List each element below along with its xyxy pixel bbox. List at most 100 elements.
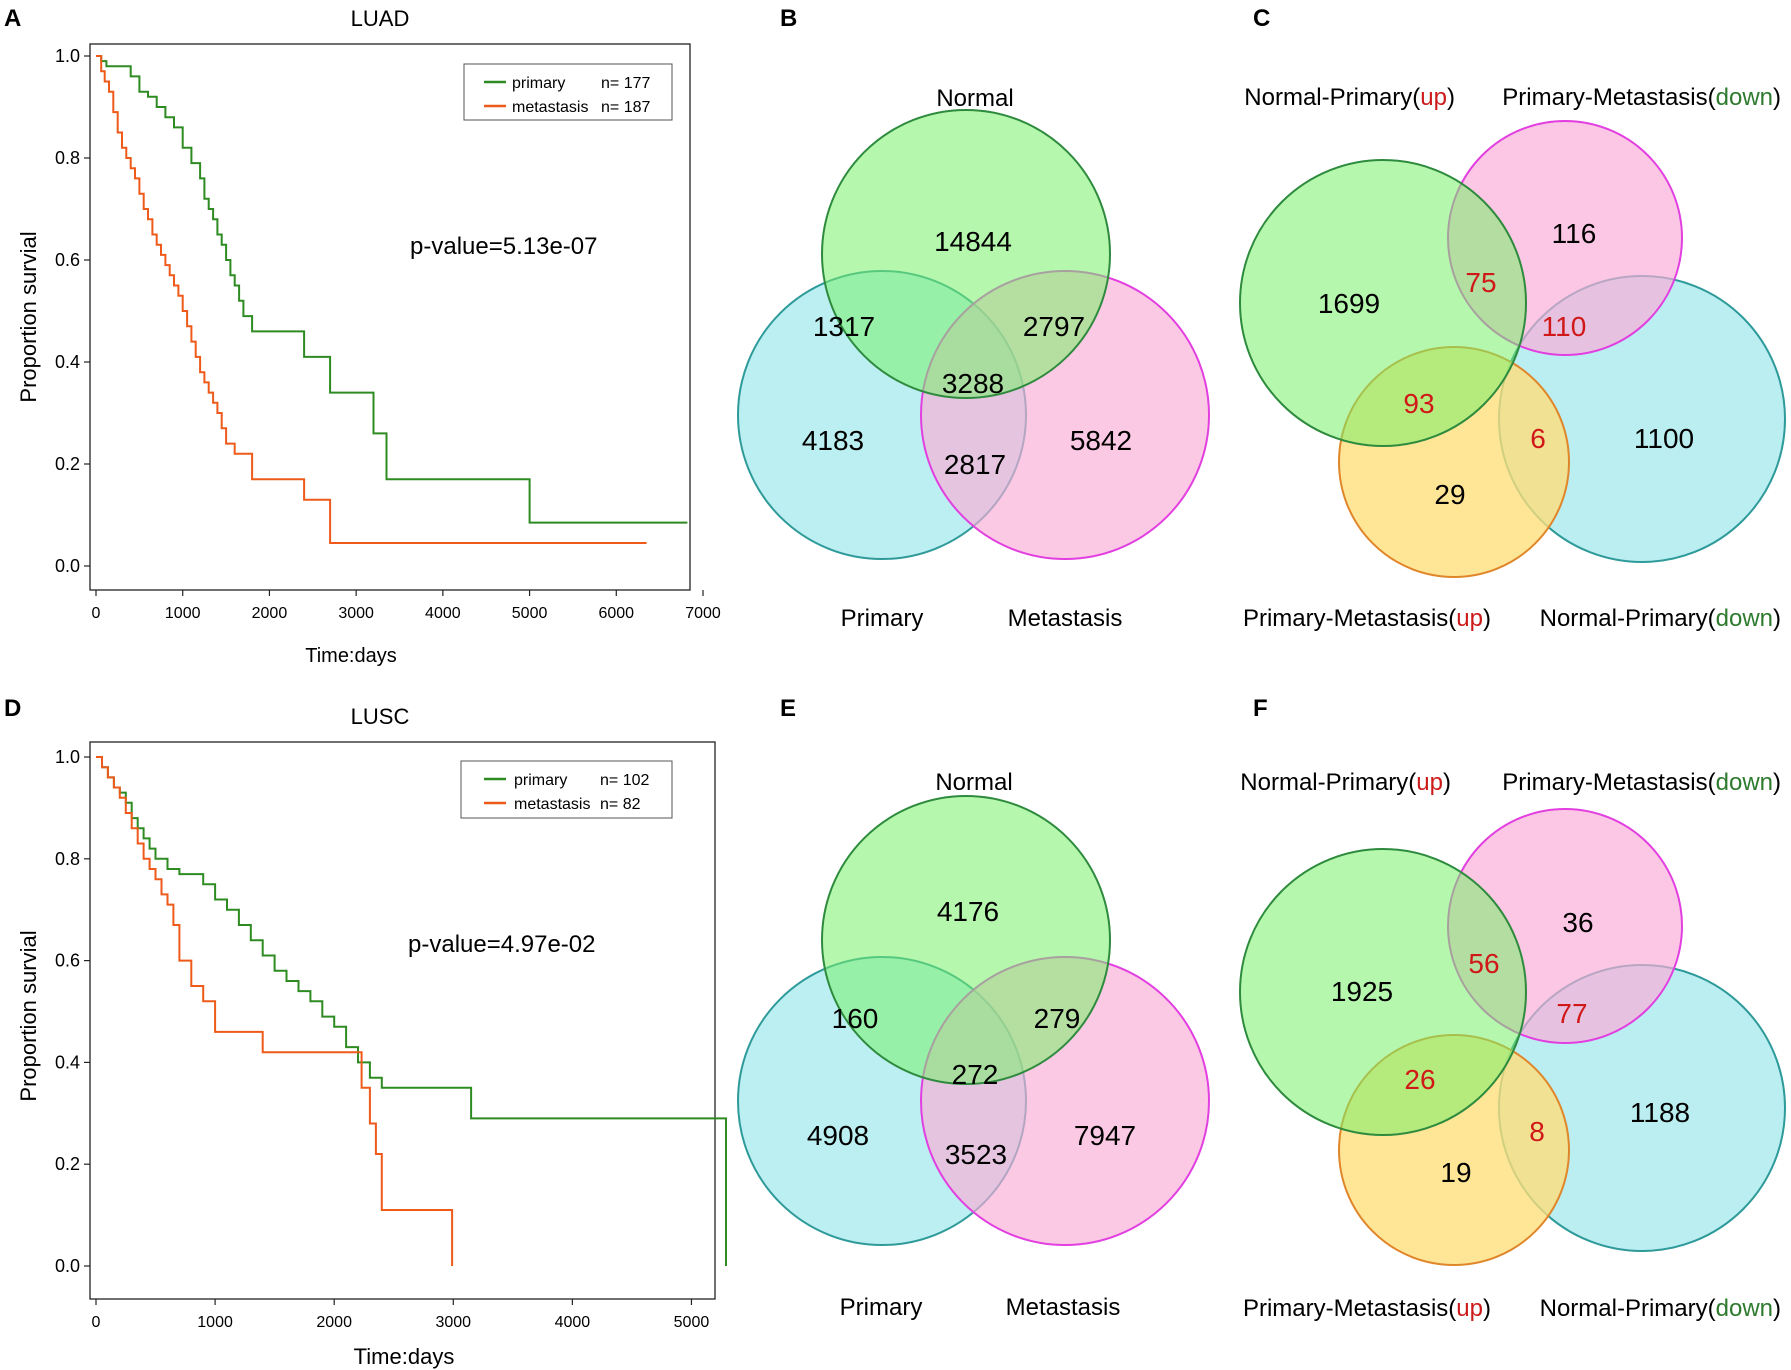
x-tick-label: 4000 — [425, 605, 461, 622]
venn-setlabel-f-pm-up: Primary-Metastasis(up) — [1243, 1295, 1491, 1322]
legend-name-a-primary: primary — [512, 75, 565, 92]
legend-name-a-metastasis: metastasis — [512, 99, 588, 116]
venn-circle-f-np-up — [1239, 848, 1527, 1136]
panel-c: C Normal-Primary(up) Primary-Metastasis(… — [1239, 5, 1786, 632]
y-tick-label: 0.0 — [55, 556, 80, 576]
x-tick-label: 1000 — [165, 605, 201, 622]
direction-up: up — [1416, 769, 1443, 796]
set-name: Normal-Primary — [1540, 605, 1708, 632]
km-series-metastasis — [96, 756, 454, 1266]
paren-open: ( — [1708, 769, 1716, 796]
panel-d: D LUSC 0 1000 2000 3000 4000 5000 0.0 0.2 0.4 0.6… — [4, 695, 727, 1369]
y-tick-label: 1.0 — [55, 46, 80, 66]
paren-close: ) — [1447, 84, 1455, 111]
x-tick-label: 7000 — [685, 605, 721, 622]
panel-letter-f: F — [1253, 695, 1268, 722]
venn-value-e-normal-only: 4176 — [937, 896, 999, 927]
venn-label-metastasis-b: Metastasis — [1008, 605, 1123, 632]
paren-close: ) — [1443, 769, 1451, 796]
legend-name-d-metastasis: metastasis — [514, 796, 590, 813]
venn-value-f-np-down-only: 1188 — [1630, 1097, 1690, 1128]
km-lines-a — [96, 55, 688, 544]
y-tick-label: 0.2 — [55, 454, 80, 474]
x-tick-label: 1000 — [197, 1314, 233, 1331]
paren-open: ( — [1408, 769, 1416, 796]
km-legend-a: primary n= 177 metastasis n= 187 — [463, 63, 673, 121]
venn-setlabel-c-pm-down: Primary-Metastasis(down) — [1502, 84, 1781, 111]
panel-e: E Normal Primary Metastasis 4176 160 279… — [737, 695, 1210, 1321]
venn-value-b-primary-only: 4183 — [802, 425, 864, 456]
paren-open: ( — [1708, 1295, 1716, 1322]
y-tick-label: 0.8 — [55, 849, 80, 869]
venn-value-e-primary-metastasis: 3523 — [945, 1139, 1007, 1170]
venn-value-c-pm-up-np-down: 6 — [1530, 423, 1546, 454]
km-axes-d: 0 1000 2000 3000 4000 5000 0.0 0.2 0.4 0.6 0.8 1.0 — [55, 747, 709, 1331]
direction-down: down — [1716, 1295, 1773, 1322]
venn-value-b-normal-primary: 1317 — [813, 311, 875, 342]
venn-value-e-normal-metastasis: 279 — [1034, 1003, 1081, 1034]
panel-a: A LUAD 0 1000 2000 3000 4000 5000 6000 70000.00… — [4, 5, 721, 667]
x-tick-label: 2000 — [252, 605, 288, 622]
x-tick-label: 0 — [92, 1314, 101, 1331]
venn-value-c-np-up-pm-up: 93 — [1403, 388, 1434, 419]
venn-setlabel-c-np-down: Normal-Primary(down) — [1540, 605, 1781, 632]
km-ylabel-a: Proportion survial — [16, 231, 41, 402]
direction-down: down — [1716, 769, 1773, 796]
legend-n-d-primary: n= 102 — [600, 772, 649, 789]
venn-circle-normal-e — [821, 795, 1111, 1085]
y-tick-label: 1.0 — [55, 747, 80, 767]
y-tick-label: 0.2 — [55, 1154, 80, 1174]
venn-value-c-pm-up-only: 29 — [1434, 479, 1465, 510]
venn-setlabel-f-pm-down: Primary-Metastasis(down) — [1502, 769, 1781, 796]
venn-value-e-metastasis-only: 7947 — [1074, 1120, 1136, 1151]
panel-b: B Normal Primary Metastasis 14844 1317 2… — [737, 5, 1210, 632]
set-name: Normal-Primary — [1540, 1295, 1708, 1322]
venn-setlabel-c-pm-up: Primary-Metastasis(up) — [1243, 605, 1491, 632]
venn-value-e-all: 272 — [952, 1059, 999, 1090]
set-name: Primary-Metastasis — [1502, 84, 1707, 111]
venn-value-b-all: 3288 — [942, 368, 1004, 399]
venn-value-f-pm-down-np-down: 77 — [1556, 998, 1587, 1029]
venn-value-c-np-up-only: 1699 — [1318, 288, 1380, 319]
direction-up: up — [1420, 84, 1447, 111]
panel-letter-b: B — [780, 5, 797, 32]
km-title-a: LUAD — [351, 6, 410, 31]
direction-up: up — [1456, 605, 1483, 632]
km-series-primary — [96, 55, 688, 524]
venn-circle-normal-b — [821, 109, 1111, 399]
venn-label-metastasis-e: Metastasis — [1006, 1294, 1121, 1321]
paren-close: ) — [1773, 769, 1781, 796]
venn-value-b-primary-metastasis: 2817 — [944, 449, 1006, 480]
paren-close: ) — [1483, 1295, 1491, 1322]
x-tick-label: 4000 — [555, 1314, 591, 1331]
venn-label-primary-b: Primary — [841, 605, 924, 632]
km-pvalue-d: p-value=4.97e-02 — [408, 931, 595, 958]
venn-value-f-np-up-only: 1925 — [1331, 976, 1393, 1007]
legend-name-d-primary: primary — [514, 772, 567, 789]
km-series-primary — [96, 756, 727, 1266]
venn-circle-c-np-up — [1239, 159, 1527, 447]
legend-box-a — [463, 63, 673, 121]
km-pvalue-a: p-value=5.13e-07 — [410, 233, 597, 260]
set-name: Normal-Primary — [1244, 84, 1412, 111]
y-tick-label: 0.0 — [55, 1256, 80, 1276]
venn-value-f-pm-up-np-down: 8 — [1529, 1116, 1545, 1147]
km-title-d: LUSC — [351, 704, 410, 729]
venn-label-primary-e: Primary — [840, 1294, 923, 1321]
y-tick-label: 0.8 — [55, 148, 80, 168]
venn-value-b-normal-only: 14844 — [934, 226, 1012, 257]
legend-n-a-metastasis: n= 187 — [601, 99, 650, 116]
y-tick-label: 0.4 — [55, 1052, 80, 1072]
venn-setlabel-c-np-up: Normal-Primary(up) — [1244, 84, 1455, 111]
paren-open: ( — [1448, 1295, 1456, 1322]
venn-value-f-np-up-pm-up: 26 — [1404, 1064, 1435, 1095]
km-series-metastasis — [96, 55, 647, 544]
venn-value-e-primary-only: 4908 — [807, 1120, 869, 1151]
paren-close: ) — [1773, 84, 1781, 111]
km-lines-d — [96, 756, 727, 1266]
legend-box-d — [460, 760, 673, 819]
paren-open: ( — [1448, 605, 1456, 632]
legend-n-d-metastasis: n= 82 — [600, 796, 641, 813]
y-tick-label: 0.4 — [55, 352, 80, 372]
km-ylabel-d: Proportion survial — [16, 930, 41, 1101]
